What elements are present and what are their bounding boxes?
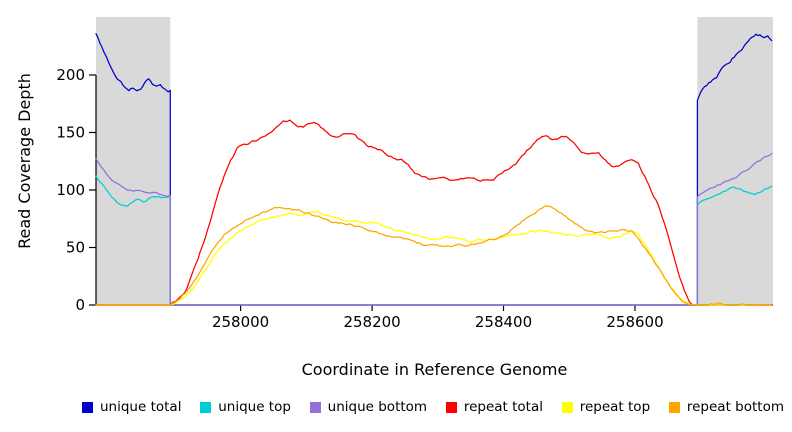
series-line-repeat-total xyxy=(95,119,773,306)
series-line-unique-bottom xyxy=(95,152,773,306)
series-line-repeat-top xyxy=(95,210,773,306)
legend-item-repeat-top: repeat top xyxy=(561,399,651,415)
legend-label: unique bottom xyxy=(327,399,428,415)
legend-label: repeat total xyxy=(463,399,543,415)
y-tick-label: 0 xyxy=(75,296,85,314)
legend-item-unique-total: unique total xyxy=(82,399,181,415)
legend-label: unique total xyxy=(100,399,182,415)
legend-swatch-repeat-total xyxy=(445,401,457,413)
legend-swatch-repeat-top xyxy=(561,401,573,413)
y-tick-label: 200 xyxy=(56,66,85,84)
legend-swatch-unique-total xyxy=(82,401,93,413)
legend-item-unique-top: unique top xyxy=(200,399,291,415)
legend-swatch-repeat-bottom xyxy=(668,401,680,413)
legend-label: repeat top xyxy=(579,399,651,415)
legend-swatch-unique-top xyxy=(200,401,212,413)
x-tick-label: 258000 xyxy=(212,313,269,331)
legend-item-repeat-total: repeat total xyxy=(445,399,543,415)
series-line-unique-total xyxy=(95,32,773,306)
chart-svg: 258000 258200 258400 258600 0 50 100 150 200 xyxy=(56,17,773,331)
masked-region xyxy=(697,17,773,305)
x-tick-label: 258400 xyxy=(475,313,532,331)
masked-region xyxy=(96,17,171,305)
x-tick-label: 258600 xyxy=(606,313,663,331)
y-tick-label: 100 xyxy=(56,181,85,199)
legend-label: repeat bottom xyxy=(686,399,784,415)
x-axis-title: Coordinate in Reference Genome xyxy=(301,360,568,379)
legend-swatch-unique-bottom xyxy=(309,401,321,413)
y-tick-label: 150 xyxy=(56,124,85,142)
legend-item-repeat-bottom: repeat bottom xyxy=(668,399,784,415)
y-tick-label: 50 xyxy=(66,239,85,257)
legend-item-unique-bottom: unique bottom xyxy=(309,399,428,415)
y-axis-title: Read Coverage Depth xyxy=(15,73,34,249)
series-line-repeat-bottom xyxy=(95,204,773,306)
legend: unique total unique top unique bottom repea… xyxy=(82,399,784,415)
x-tick-label: 258200 xyxy=(343,313,400,331)
legend-label: unique top xyxy=(218,399,291,415)
